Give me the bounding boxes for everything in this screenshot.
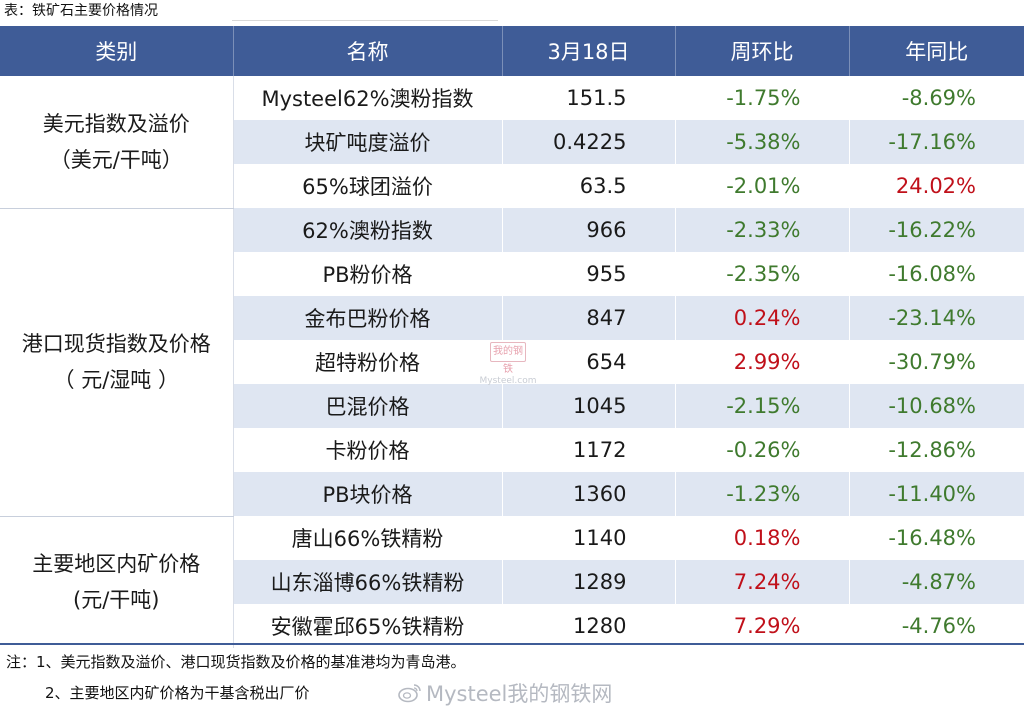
week-change: -2.15% <box>675 384 850 428</box>
year-change: -12.86% <box>849 428 1024 472</box>
item-name: 块矿吨度溢价 <box>233 120 503 164</box>
year-change: -16.48% <box>849 516 1024 560</box>
watermark-brand-text: Mysteel我的钢铁网 <box>426 682 613 706</box>
year-change: -30.79% <box>849 340 1024 384</box>
category-label: 美元指数及溢价 <box>42 111 190 136</box>
item-value: 0.4225 <box>502 120 676 164</box>
item-name: Mysteel62%澳粉指数 <box>233 76 503 120</box>
category-cell: 主要地区内矿价格 (元/干吨) <box>0 516 234 648</box>
week-change: 7.24% <box>675 560 850 604</box>
table-row: 巴混价格 1045 -2.15% -10.68% <box>0 384 1024 428</box>
week-change: 0.18% <box>675 516 850 560</box>
price-table: 类别 名称 3月18日 周环比 年同比 美元指数及溢价 （美元/干吨） Myst… <box>0 26 1024 648</box>
item-name: 安徽霍邱65%铁精粉 <box>233 604 503 648</box>
weibo-icon <box>398 684 421 703</box>
category-label: 主要地区内矿价格 <box>32 552 201 577</box>
item-name: 62%澳粉指数 <box>233 208 503 252</box>
item-value: 1172 <box>502 428 676 472</box>
week-change: 2.99% <box>675 340 850 384</box>
footnote-2: 2、主要地区内矿价格为干基含税出厂价 <box>45 684 310 702</box>
item-name: 山东淄博66%铁精粉 <box>233 560 503 604</box>
footnote-1: 注：1、美元指数及溢价、港口现货指数及价格的基准港均为青岛港。 <box>6 653 466 671</box>
year-change: -8.69% <box>849 76 1024 120</box>
week-change: -0.26% <box>675 428 850 472</box>
table-row: PB粉价格 955 -2.35% -16.08% <box>0 252 1024 296</box>
item-name: 65%球团溢价 <box>233 164 503 208</box>
header-name: 名称 <box>233 26 503 76</box>
table-row: 安徽霍邱65%铁精粉 1280 7.29% -4.76% <box>0 604 1024 648</box>
item-value: 1045 <box>502 384 676 428</box>
category-unit: （ 元/湿吨 ） <box>53 368 179 392</box>
table-row: 超特粉价格 654 2.99% -30.79% <box>0 340 1024 384</box>
item-name: 卡粉价格 <box>233 428 503 472</box>
header-date: 3月18日 <box>502 26 676 76</box>
year-change: -4.76% <box>849 604 1024 648</box>
item-name: PB块价格 <box>233 472 503 516</box>
item-value: 63.5 <box>502 164 676 208</box>
table-row: 块矿吨度溢价 0.4225 -5.38% -17.16% <box>0 120 1024 164</box>
year-change: -4.87% <box>849 560 1024 604</box>
week-change: -1.75% <box>675 76 850 120</box>
table-row: 卡粉价格 1172 -0.26% -12.86% <box>0 428 1024 472</box>
item-name: PB粉价格 <box>233 252 503 296</box>
table-row: 港口现货指数及价格 （ 元/湿吨 ） 62%澳粉指数 966 -2.33% -1… <box>0 208 1024 517</box>
item-value: 1280 <box>502 604 676 648</box>
year-change: -11.40% <box>849 472 1024 516</box>
item-name: 巴混价格 <box>233 384 503 428</box>
week-change: 0.24% <box>675 296 850 340</box>
item-name: 唐山66%铁精粉 <box>233 516 503 560</box>
year-change: -16.08% <box>849 252 1024 296</box>
table-caption: 表：铁矿石主要价格情况 <box>4 3 158 19</box>
week-change: -1.23% <box>675 472 850 516</box>
watermark-bottom: Mysteel我的钢铁网 <box>398 678 612 708</box>
header-year-change: 年同比 <box>849 26 1024 76</box>
week-change: -2.01% <box>675 164 850 208</box>
watermark-center: 我的钢铁 Mysteel.com <box>478 342 538 387</box>
watermark-site-text: Mysteel.com <box>479 376 537 386</box>
item-value: 654 <box>502 340 676 384</box>
category-unit: (元/干吨) <box>73 588 160 613</box>
year-change: -17.16% <box>849 120 1024 164</box>
week-change: -2.35% <box>675 252 850 296</box>
week-change: -5.38% <box>675 120 850 164</box>
table-row: 美元指数及溢价 （美元/干吨） Mysteel62%澳粉指数 151.5 -1.… <box>0 76 1024 209</box>
header-week-change: 周环比 <box>675 26 850 76</box>
item-value: 151.5 <box>502 76 676 120</box>
year-change: -16.22% <box>849 208 1024 252</box>
category-cell: 美元指数及溢价 （美元/干吨） <box>0 76 234 209</box>
table-row: 主要地区内矿价格 (元/干吨) 唐山66%铁精粉 1140 0.18% -16.… <box>0 516 1024 648</box>
table-row: 山东淄博66%铁精粉 1289 7.24% -4.87% <box>0 560 1024 604</box>
year-change: -10.68% <box>849 384 1024 428</box>
category-label: 港口现货指数及价格 <box>21 332 211 356</box>
week-change: 7.29% <box>675 604 850 648</box>
item-value: 1140 <box>502 516 676 560</box>
table-header-row: 类别 名称 3月18日 周环比 年同比 <box>0 26 1024 76</box>
year-change: 24.02% <box>849 164 1024 208</box>
header-category: 类别 <box>0 26 234 76</box>
item-value: 966 <box>502 208 676 252</box>
week-change: -2.33% <box>675 208 850 252</box>
watermark-logo: 我的钢铁 <box>490 342 526 375</box>
item-value: 847 <box>502 296 676 340</box>
table-row: 金布巴粉价格 847 0.24% -23.14% <box>0 296 1024 340</box>
table-row: 65%球团溢价 63.5 -2.01% 24.02% <box>0 164 1024 208</box>
category-unit: （美元/干吨） <box>49 147 183 172</box>
table-row: PB块价格 1360 -1.23% -11.40% <box>0 472 1024 516</box>
item-value: 955 <box>502 252 676 296</box>
caption-divider <box>232 20 498 21</box>
table-bottom-rule <box>0 643 1024 645</box>
year-change: -23.14% <box>849 296 1024 340</box>
item-value: 1289 <box>502 560 676 604</box>
item-name: 金布巴粉价格 <box>233 296 503 340</box>
item-value: 1360 <box>502 472 676 516</box>
item-name: 超特粉价格 <box>233 340 503 384</box>
category-cell: 港口现货指数及价格 （ 元/湿吨 ） <box>0 208 234 517</box>
